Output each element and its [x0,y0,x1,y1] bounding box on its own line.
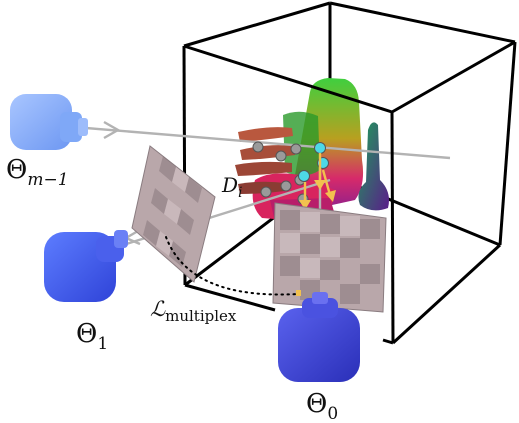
camera-icon [278,292,360,382]
sample-point-icon [280,180,292,192]
gradient-arrows [299,153,336,210]
label-d-i: Di [221,173,243,201]
loss-link [165,236,299,296]
image-plane-theta-0 [272,202,387,313]
image-plane-icon [131,145,216,283]
label-theta-0: Θ0 [306,389,338,423]
sample-point-icon [252,141,264,153]
camera-theta-m1 [10,94,88,150]
sample-point-icon [275,150,287,162]
sample-point-highlight [298,170,310,182]
camera-icon [10,94,88,150]
label-theta-m1: Θm−1 [6,155,69,190]
camera-theta-1 [44,230,128,302]
sample-point-icon [290,143,302,155]
image-plane-icon [272,202,387,313]
label-theta-1: Θ1 [76,319,108,354]
sample-point-icon [260,186,272,198]
cube-front-edges [183,40,517,345]
label-loss-multiplex: ℒmultiplex [150,297,237,325]
ray-theta-m1 [85,126,451,160]
camera-theta-0 [278,292,360,382]
sample-point-highlight [314,142,326,154]
target-pixel [296,290,301,296]
image-plane-theta-1 [131,145,216,283]
camera-icon [44,230,128,302]
